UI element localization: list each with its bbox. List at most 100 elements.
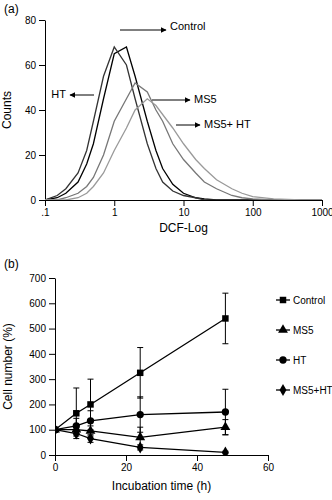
y-axis-tick-mark xyxy=(39,65,45,66)
data-point xyxy=(137,370,143,376)
x-axis-tick-mark xyxy=(197,455,198,461)
x-axis-tick-mark xyxy=(114,200,115,206)
legend-label: Control xyxy=(293,295,325,306)
error-bar-cap xyxy=(222,343,228,344)
x-axis-tick: 10 xyxy=(178,200,190,218)
callout-arrow xyxy=(176,125,200,126)
x-axis-tick: 100 xyxy=(245,200,262,218)
data-point xyxy=(87,417,94,424)
legend: ControlMS5HTMS5+HT xyxy=(276,295,332,397)
x-axis-tick: 0 xyxy=(53,455,59,473)
x-axis-tick-label: 100 xyxy=(245,207,262,218)
y-axis-tick: 600 xyxy=(29,298,55,309)
legend-entry: MS5 xyxy=(276,324,314,335)
y-axis-tick: 200 xyxy=(29,399,55,410)
y-axis-tick-label: 0 xyxy=(30,195,36,206)
plot-area xyxy=(55,293,230,455)
x-axis-tick-mark xyxy=(322,200,323,206)
data-point xyxy=(137,411,144,418)
y-axis: 0100200300400500600700 xyxy=(29,273,55,461)
x-axis: .1 1 10 100 1000 xyxy=(41,200,332,218)
x-axis-tick-label: 40 xyxy=(192,462,204,473)
y-axis-tick: 400 xyxy=(29,349,55,360)
data-point xyxy=(137,441,144,453)
y-axis-tick-mark xyxy=(39,155,45,156)
legend-entry: MS5+HT xyxy=(276,384,332,396)
y-axis-tick-mark xyxy=(39,110,45,111)
data-point xyxy=(73,427,80,439)
legend-entry: Control xyxy=(276,295,325,306)
y-axis-tick-mark xyxy=(49,278,55,279)
series-line xyxy=(55,318,225,429)
x-axis: 0204060 xyxy=(53,455,275,473)
x-axis-tick: .1 xyxy=(41,200,50,218)
y-axis-tick-mark xyxy=(49,329,55,330)
legend-marker xyxy=(279,356,286,363)
x-axis-tick-label: 20 xyxy=(121,462,133,473)
error-bar-cap xyxy=(222,434,228,435)
error-bar-cap xyxy=(88,410,94,411)
y-axis-tick-label: 300 xyxy=(29,374,46,385)
error-bar-cap xyxy=(222,293,228,294)
error-bar-cap xyxy=(88,379,94,380)
y-axis-title: Cell number (%) xyxy=(1,323,15,410)
y-axis-tick-label: 60 xyxy=(25,60,37,71)
error-bar-cap xyxy=(88,430,94,431)
y-axis-title: Counts xyxy=(0,91,14,129)
callout-label: HT xyxy=(51,88,66,100)
y-axis-tick-label: 80 xyxy=(25,15,37,26)
y-axis-tick-mark xyxy=(39,200,45,201)
error-bar xyxy=(137,397,143,432)
data-point xyxy=(55,424,58,436)
panel-title: (a) xyxy=(4,2,19,16)
error-bar xyxy=(73,388,79,439)
legend-marker xyxy=(280,384,287,396)
data-point xyxy=(73,410,79,416)
plot-area xyxy=(45,47,322,200)
error-bar-cap xyxy=(137,396,143,397)
y-axis-line xyxy=(45,21,46,201)
data-point xyxy=(87,433,94,445)
callout-arrow xyxy=(120,30,166,31)
error-bar-cap xyxy=(222,389,228,390)
y-axis-tick-label: 40 xyxy=(25,105,37,116)
y-axis-tick-mark xyxy=(49,354,55,355)
y-axis-tick-mark xyxy=(49,430,55,431)
y-axis-tick-label: 100 xyxy=(29,424,46,435)
x-axis-tick-label: 1 xyxy=(112,207,118,218)
data-point xyxy=(222,446,229,455)
panel: 02040600100200300400500600700(b)Incubati… xyxy=(1,257,332,493)
callouts: ControlHTMS5MS5+ HT xyxy=(51,20,251,130)
error-bar-cap xyxy=(137,347,143,348)
y-axis-tick: 300 xyxy=(29,374,55,385)
x-axis-tick: 1 xyxy=(112,200,118,218)
y-axis-tick: 20 xyxy=(25,150,45,161)
error-bar xyxy=(137,348,143,399)
x-axis-tick-mark xyxy=(268,455,269,461)
data-point xyxy=(222,408,229,415)
series-line xyxy=(45,83,322,200)
y-axis-tick-mark xyxy=(39,20,45,21)
legend-marker xyxy=(280,297,286,303)
y-axis-tick-mark xyxy=(49,379,55,380)
y-axis-tick-label: 400 xyxy=(29,349,46,360)
y-axis-tick-label: 200 xyxy=(29,399,46,410)
x-axis-line xyxy=(56,455,269,456)
series-line xyxy=(45,99,322,200)
x-axis-tick-mark xyxy=(45,200,46,206)
y-axis-tick-mark xyxy=(49,455,55,456)
data-point xyxy=(135,432,145,441)
x-axis-tick: 40 xyxy=(192,455,204,473)
error-bar xyxy=(88,411,94,431)
series-line xyxy=(55,430,225,453)
error-bar xyxy=(88,379,94,430)
panel-title: (b) xyxy=(4,257,19,271)
y-axis-tick-label: 500 xyxy=(29,323,46,334)
legend-label: MS5+HT xyxy=(293,385,332,396)
x-axis-title: Incubation time (h) xyxy=(112,479,211,493)
x-axis-tick: 1000 xyxy=(311,200,332,218)
error-bar-cap xyxy=(137,432,143,433)
x-axis-tick-mark xyxy=(126,455,127,461)
callout-label: Control xyxy=(170,20,205,32)
x-axis-tick-label: 10 xyxy=(178,207,190,218)
